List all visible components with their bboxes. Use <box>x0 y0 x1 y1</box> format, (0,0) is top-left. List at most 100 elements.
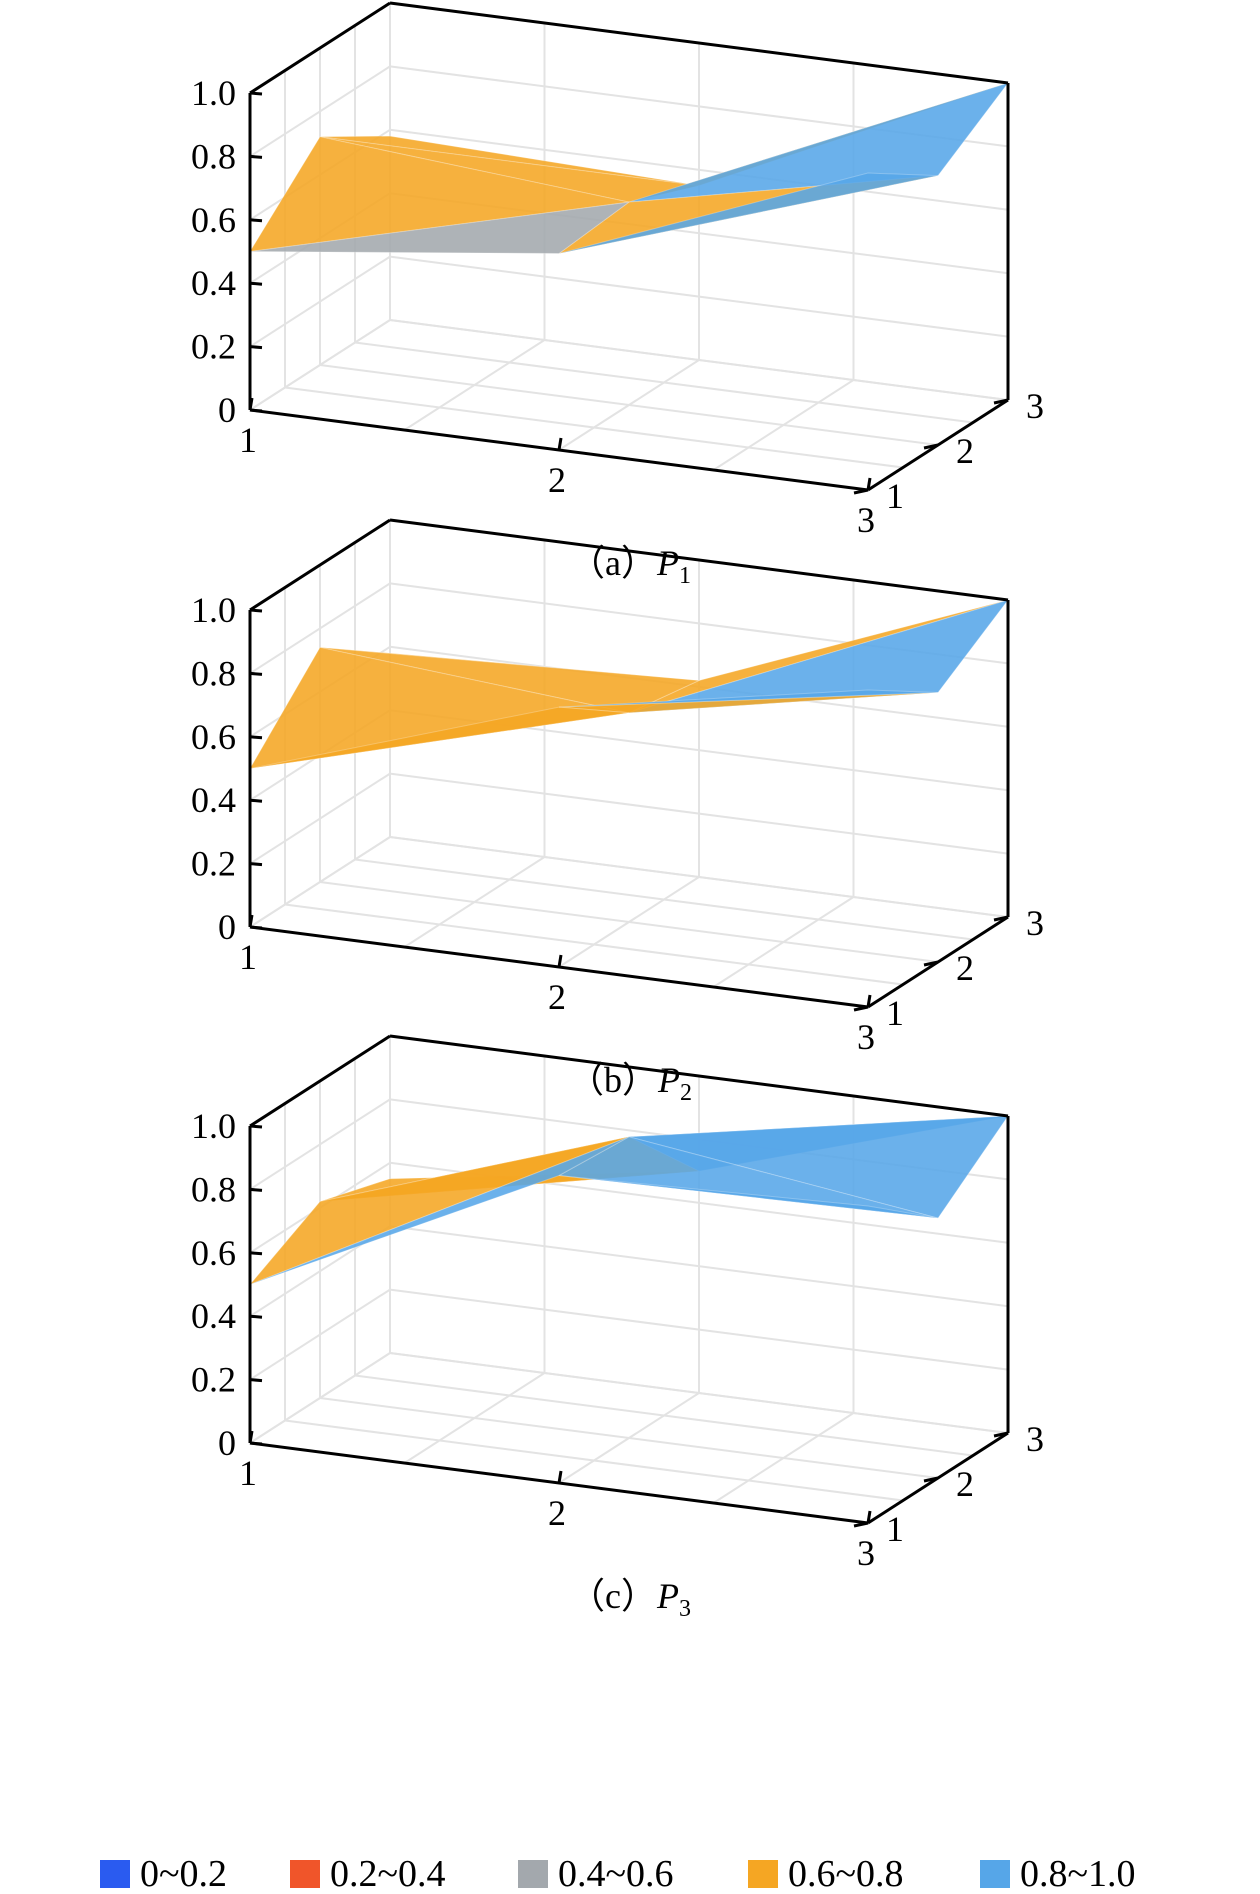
y-tick <box>993 1431 1009 1438</box>
z-tick <box>249 862 263 867</box>
surface-facet <box>558 172 939 254</box>
box-top-edge-back <box>389 1034 1009 1118</box>
x-tick <box>248 397 254 411</box>
z-tick <box>249 91 263 96</box>
legend-label: 0.6~0.8 <box>788 1853 904 1894</box>
z-tick <box>249 925 263 930</box>
z-tick <box>249 281 263 286</box>
z-tick-label: 0.4 <box>191 780 236 820</box>
surface-facet <box>249 1136 630 1285</box>
legend-swatch <box>290 1860 320 1888</box>
z-tick-label: 1.0 <box>191 73 236 113</box>
legend-label: 0.4~0.6 <box>558 1853 674 1894</box>
z-tick-label: 0.6 <box>191 717 236 757</box>
z-tick <box>249 1314 263 1319</box>
y-tick-label: 1 <box>886 1509 904 1549</box>
caption-subscript: 1 <box>679 563 691 589</box>
surface-facet <box>249 201 630 255</box>
x-tick <box>866 994 872 1008</box>
y-tick <box>993 398 1009 405</box>
z-tick <box>249 671 263 676</box>
surface-facet <box>628 82 1010 203</box>
x-tick-label: 1 <box>239 1453 257 1493</box>
x-tick-label: 2 <box>548 1493 566 1533</box>
floor-gridline <box>389 836 1009 918</box>
legend-swatch <box>100 1860 130 1888</box>
caption-variable: P <box>656 543 679 583</box>
surface-facet <box>628 1115 1009 1219</box>
legend-swatch <box>748 1860 778 1888</box>
box-top-edge-left <box>249 1034 391 1128</box>
z-tick-label: 1.0 <box>191 1106 236 1146</box>
z-tick <box>249 1124 263 1129</box>
panel-caption: （b）P2 <box>568 1060 692 1106</box>
box-top-edge-back <box>389 518 1009 602</box>
x-tick <box>557 437 563 451</box>
caption-subscript: 2 <box>680 1080 692 1106</box>
caption-prefix: （b） <box>568 1060 658 1100</box>
legend-label: 0.8~1.0 <box>1020 1853 1136 1894</box>
x-tick <box>866 1510 872 1524</box>
y-tick <box>923 443 939 450</box>
z-tick <box>249 1441 263 1446</box>
x-tick <box>557 1470 563 1484</box>
z-tick <box>249 1187 263 1192</box>
y-tick-label: 1 <box>886 993 904 1033</box>
legend-swatch <box>980 1860 1010 1888</box>
z-tick <box>249 1251 263 1256</box>
box-top-edge-left <box>249 1 391 95</box>
legend-label: 0.2~0.4 <box>330 1853 446 1894</box>
surface-facet <box>558 689 939 708</box>
floor-gridline <box>319 364 939 446</box>
surface-facet <box>319 646 701 714</box>
floor-gridline <box>389 319 1009 401</box>
z-tick-label: 0 <box>218 390 236 430</box>
z-tick-label: 0.6 <box>191 1233 236 1273</box>
floor-gridline <box>319 881 939 963</box>
y-tick <box>923 1476 939 1483</box>
z-tick-label: 0.4 <box>191 1296 236 1336</box>
z-tick <box>249 408 263 413</box>
z-tick <box>249 345 263 350</box>
floor-gridline <box>354 341 974 424</box>
floor-gridline <box>389 1352 1009 1434</box>
panel-caption: （c）P3 <box>569 1576 691 1622</box>
floor-gridline <box>354 858 974 941</box>
z-tick-label: 0.6 <box>191 200 236 240</box>
y-tick-label: 3 <box>1026 386 1044 426</box>
x-tick <box>248 914 254 928</box>
y-tick <box>993 915 1009 922</box>
y-tick-label: 3 <box>1026 1419 1044 1459</box>
legend: 0~0.2 0.2~0.4 0.4~0.6 0.6~0.8 0.8~1.0 <box>100 1853 1136 1894</box>
z-tick-label: 0.2 <box>191 1360 236 1400</box>
x-tick-label: 1 <box>239 937 257 977</box>
z-tick-label: 0.4 <box>191 263 236 303</box>
x-tick-label: 2 <box>548 460 566 500</box>
surface-facet <box>249 706 630 769</box>
z-tick <box>249 218 263 223</box>
surface-facet <box>249 646 630 770</box>
floor-gridline <box>284 386 904 469</box>
surface-facet <box>558 1175 939 1219</box>
z-tick <box>249 608 263 613</box>
z-tick <box>249 735 263 740</box>
z-tick <box>249 798 263 803</box>
y-tick <box>853 488 869 495</box>
y-tick-label: 2 <box>956 1464 974 1504</box>
caption-variable: P <box>656 1576 679 1616</box>
z-tick-label: 0.2 <box>191 844 236 884</box>
y-tick-label: 2 <box>956 431 974 471</box>
z-tick-label: 0.8 <box>191 653 236 693</box>
caption-subscript: 3 <box>679 1596 691 1622</box>
y-tick <box>853 1005 869 1012</box>
y-tick <box>853 1521 869 1528</box>
floor-gridline <box>284 903 904 986</box>
box-top-edge-left <box>249 518 391 612</box>
z-tick-label: 1.0 <box>191 590 236 630</box>
y-tick-label: 3 <box>1026 903 1044 943</box>
x-tick <box>557 954 563 968</box>
y-tick <box>923 960 939 967</box>
